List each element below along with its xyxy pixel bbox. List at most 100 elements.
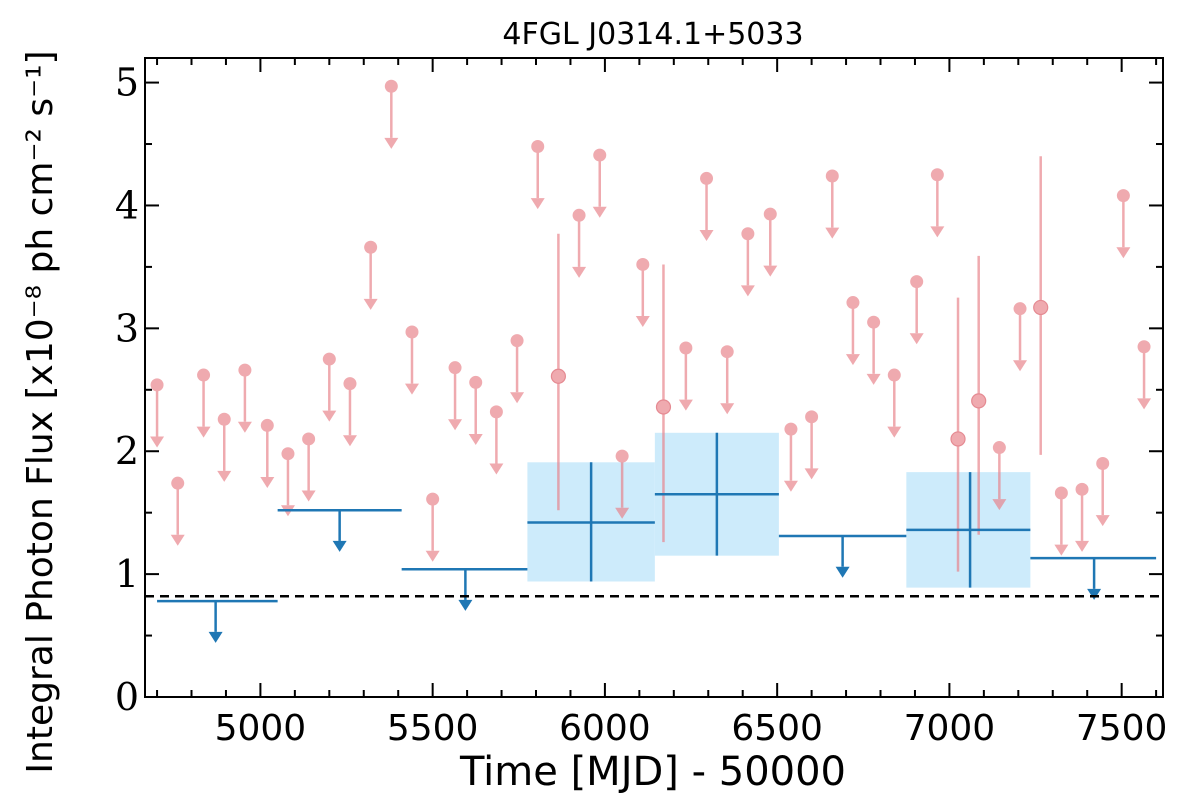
upper-limit-arrow: [342, 435, 357, 447]
upper-limit-arrow: [845, 354, 860, 366]
short-bin-detection: [655, 264, 672, 543]
upper-limit-arrow: [489, 463, 504, 475]
upper-limit-arrow: [992, 499, 1007, 511]
upper-limit-point: [197, 368, 211, 382]
short-bin-upper-limit: [510, 334, 525, 404]
upper-limit-point: [1075, 482, 1089, 496]
upper-limit-point: [384, 79, 398, 93]
long-bin-error-boxes: [527, 432, 1031, 588]
upper-limit-arrow: [699, 230, 714, 242]
short-bin-upper-limit: [804, 410, 819, 480]
upper-limit-point: [343, 377, 357, 391]
upper-limit-arrow: [909, 333, 924, 345]
upper-limit-arrow: [217, 470, 232, 482]
short-bin-upper-limit: [635, 257, 650, 328]
upper-limit-point: [281, 447, 295, 461]
upper-limit-arrow: [1075, 540, 1090, 552]
upper-limit-point: [867, 315, 881, 329]
upper-limit-arrow: [322, 410, 337, 422]
x-tick-label: 5500: [387, 708, 479, 749]
y-tick-label: 4: [115, 183, 139, 227]
short-bin-detection: [1033, 156, 1049, 455]
x-tick-label: 6500: [731, 708, 823, 749]
tick-labels: 5000 5500 6000 6500 7000 7500 0 1 2 3 4 5: [115, 61, 1168, 749]
upper-limit-arrow: [150, 436, 165, 448]
upper-limit-arrow: [510, 392, 525, 404]
upper-limit-point: [260, 418, 274, 432]
upper-limit-point: [784, 422, 798, 436]
x-tick-label: 7500: [1076, 708, 1168, 749]
short-bin-upper-limit: [170, 476, 185, 546]
upper-limit-point: [448, 361, 462, 375]
upper-limit-point: [531, 139, 545, 153]
long-bin-upper-limit-arrow: [1087, 588, 1102, 600]
upper-limit-point: [741, 227, 755, 241]
upper-limit-arrow: [615, 507, 630, 519]
short-bin-detection: [950, 297, 966, 572]
short-bin-upper-limit: [363, 240, 378, 310]
upper-limit-arrow: [468, 434, 483, 446]
short-bin-upper-limit: [909, 275, 924, 345]
short-bin-markers: [150, 79, 1152, 572]
upper-limit-point: [489, 405, 503, 419]
short-bin-upper-limit: [740, 227, 755, 297]
upper-limit-point: [1054, 486, 1068, 500]
upper-limit-arrow: [170, 534, 185, 546]
short-bin-upper-limit: [301, 432, 316, 502]
x-tick-label: 7000: [904, 708, 996, 749]
upper-limit-point: [805, 410, 819, 424]
upper-limit-point: [405, 325, 419, 339]
short-bin-upper-limit: [678, 341, 693, 411]
short-bin-upper-limit: [763, 207, 778, 277]
short-bin-upper-limit: [448, 361, 463, 431]
y-axis-label: Integral Photon Flux [x10⁻⁸ ph cm⁻² s⁻¹]: [20, 50, 61, 773]
upper-limit-arrow: [678, 399, 693, 411]
long-bin-upper-limit-arrow: [332, 540, 347, 552]
upper-limit-point: [426, 492, 440, 506]
short-bin-upper-limit: [489, 405, 504, 475]
detection-point: [550, 368, 567, 384]
upper-limit-point: [1137, 340, 1151, 354]
upper-limit-point: [322, 352, 336, 366]
upper-limit-arrow: [1013, 360, 1028, 372]
long-bin-upper-limit-arrow: [458, 599, 473, 611]
short-bin-upper-limit: [150, 378, 165, 448]
short-bin-upper-limit: [592, 148, 607, 218]
short-bin-upper-limit: [845, 296, 860, 366]
upper-limit-point: [720, 345, 734, 359]
upper-limit-point: [763, 207, 777, 221]
short-bin-upper-limit: [404, 325, 419, 395]
upper-limit-arrow: [572, 266, 587, 278]
y-tick-label: 3: [115, 306, 139, 350]
upper-limit-point: [572, 208, 586, 222]
upper-limit-arrow: [404, 383, 419, 395]
short-bin-upper-limit: [866, 315, 881, 385]
short-bin-upper-limit: [1137, 340, 1152, 410]
upper-limit-point: [700, 171, 714, 185]
upper-limit-point: [1116, 189, 1130, 203]
upper-limit-point: [846, 296, 860, 310]
upper-limit-point: [302, 432, 316, 446]
upper-limit-arrow: [592, 206, 607, 218]
upper-limit-point: [1096, 457, 1110, 471]
short-bin-upper-limit: [1116, 189, 1131, 259]
upper-limit-arrow: [196, 426, 211, 438]
short-bin-detection: [550, 233, 567, 511]
short-bin-upper-limit: [615, 449, 630, 519]
short-bin-upper-limit: [720, 345, 735, 415]
short-bin-upper-limit: [992, 441, 1007, 511]
short-bin-upper-limit: [384, 79, 399, 149]
upper-limit-point: [910, 275, 924, 289]
upper-limit-arrow: [763, 265, 778, 277]
short-bin-upper-limit: [1013, 302, 1028, 372]
short-bin-upper-limit: [237, 363, 252, 433]
upper-limit-point: [593, 148, 607, 162]
short-bin-upper-limit: [217, 412, 232, 482]
y-tick-label: 1: [115, 552, 139, 596]
upper-limit-point: [930, 168, 944, 182]
upper-limit-arrow: [1137, 398, 1152, 410]
upper-limit-point: [150, 378, 164, 392]
short-bin-upper-limit: [322, 352, 337, 422]
detection-point: [950, 431, 966, 447]
x-axis-label: Time [MJD] - 50000: [459, 749, 846, 795]
